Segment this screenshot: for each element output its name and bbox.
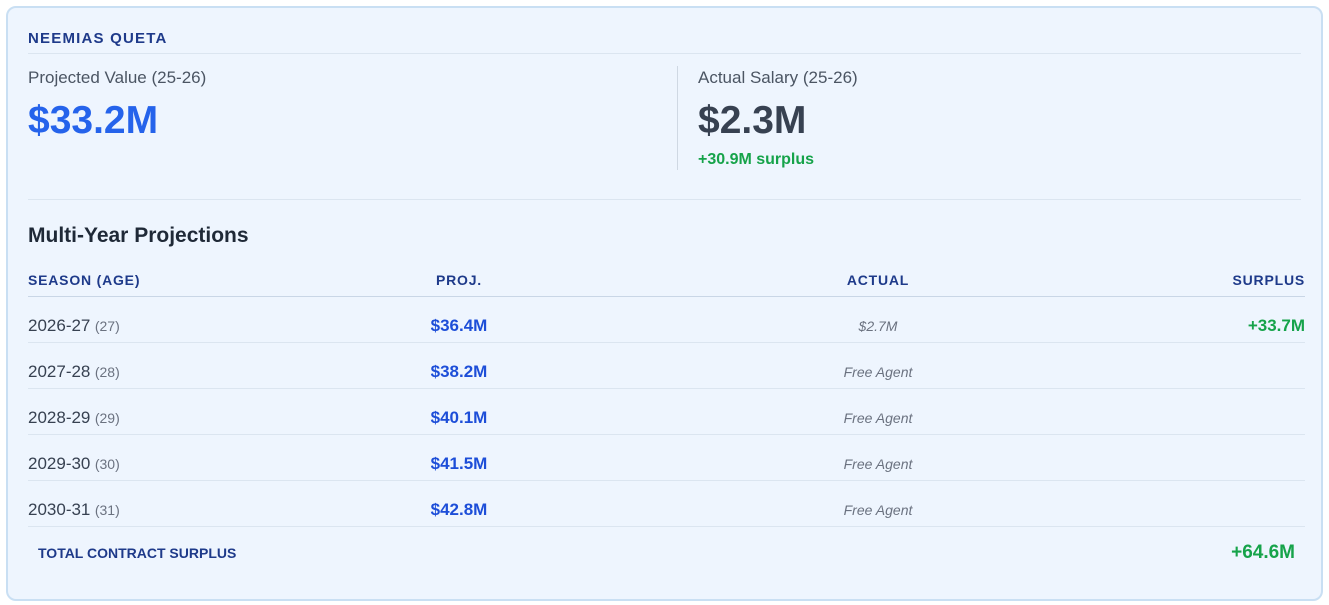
season-cell: 2030-31 (31) bbox=[28, 481, 120, 526]
season-cell: 2026-27 (27) bbox=[28, 297, 120, 342]
surplus-cell: +33.7M bbox=[1247, 316, 1305, 335]
season-cell: 2029-30 (30) bbox=[28, 435, 120, 480]
actual-cell: Free Agent bbox=[843, 456, 913, 472]
projections-table: SEASON (AGE) PROJ. ACTUAL SURPLUS 2026-2… bbox=[28, 266, 1305, 577]
season-label: 2028-29 bbox=[28, 408, 91, 427]
table-row: 2026-27 (27) $36.4M $2.7M +33.7M bbox=[28, 297, 1305, 343]
season-cell: 2028-29 (29) bbox=[28, 389, 120, 434]
total-surplus-label: TOTAL CONTRACT SURPLUS bbox=[38, 545, 237, 561]
total-row: TOTAL CONTRACT SURPLUS +64.6M bbox=[28, 527, 1305, 577]
proj-cell: $36.4M bbox=[430, 316, 488, 335]
header-actual: ACTUAL bbox=[846, 272, 910, 288]
actual-salary-block: Actual Salary (25-26) $2.3M +30.9M surpl… bbox=[698, 66, 858, 170]
projections-title: Multi-Year Projections bbox=[28, 224, 249, 247]
table-row: 2029-30 (30) $41.5M Free Agent bbox=[28, 435, 1305, 481]
actual-salary-value: $2.3M bbox=[698, 99, 807, 142]
age-label: (29) bbox=[94, 410, 120, 426]
proj-cell: $38.2M bbox=[430, 362, 488, 381]
table-row: 2027-28 (28) $38.2M Free Agent bbox=[28, 343, 1305, 389]
stat-divider bbox=[677, 66, 678, 170]
table-row: 2030-31 (31) $42.8M Free Agent bbox=[28, 481, 1305, 527]
actual-cell: Free Agent bbox=[843, 502, 913, 518]
actual-salary-label: Actual Salary (25-26) bbox=[698, 68, 858, 87]
season-label: 2026-27 bbox=[28, 316, 91, 335]
season-label: 2029-30 bbox=[28, 454, 91, 473]
surplus-note: +30.9M surplus bbox=[698, 151, 815, 168]
player-value-card: NEEMIAS QUETA Projected Value (25-26) $3… bbox=[6, 6, 1323, 601]
header-proj: PROJ. bbox=[435, 272, 482, 288]
season-label: 2027-28 bbox=[28, 362, 91, 381]
header-surplus: SURPLUS bbox=[1232, 272, 1305, 288]
projected-value-label: Projected Value (25-26) bbox=[28, 68, 207, 87]
proj-cell: $41.5M bbox=[430, 454, 488, 473]
projected-value-block: Projected Value (25-26) $33.2M bbox=[28, 66, 206, 144]
age-label: (30) bbox=[94, 456, 120, 472]
age-label: (28) bbox=[94, 364, 120, 380]
header-divider bbox=[28, 53, 1301, 54]
total-surplus-value: +64.6M bbox=[1231, 542, 1295, 563]
season-cell: 2027-28 (28) bbox=[28, 343, 120, 388]
table-header: SEASON (AGE) PROJ. ACTUAL SURPLUS bbox=[28, 266, 1305, 297]
proj-cell: $42.8M bbox=[430, 500, 488, 519]
actual-cell: $2.7M bbox=[858, 318, 898, 334]
section-divider bbox=[28, 199, 1301, 200]
actual-cell: Free Agent bbox=[843, 410, 913, 426]
actual-cell: Free Agent bbox=[843, 364, 913, 380]
proj-cell: $40.1M bbox=[430, 408, 488, 427]
projected-value: $33.2M bbox=[28, 99, 159, 142]
season-label: 2030-31 bbox=[28, 500, 91, 519]
age-label: (27) bbox=[94, 318, 120, 334]
table-row: 2028-29 (29) $40.1M Free Agent bbox=[28, 389, 1305, 435]
header-season: SEASON (AGE) bbox=[28, 272, 141, 288]
age-label: (31) bbox=[94, 502, 120, 518]
player-name: NEEMIAS QUETA bbox=[28, 30, 168, 47]
